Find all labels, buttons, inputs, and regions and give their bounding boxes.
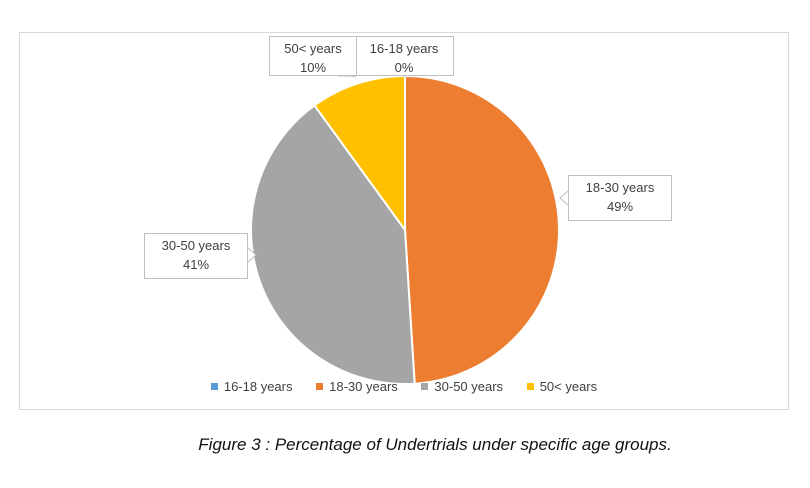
pie-slice-18-30 <box>404 74 560 385</box>
data-label-18-30: 18-30 years 49% <box>568 175 672 221</box>
data-label-50-plus-value: 10% <box>299 60 327 75</box>
chart-area: 16-18 years 0% 50< years 10% 18-30 years… <box>19 32 789 410</box>
data-label-30-50-value: 41% <box>182 257 210 272</box>
leader-16-18 <box>404 75 406 77</box>
legend-label-16-18: 16-18 years <box>223 379 293 394</box>
legend-label-18-30: 18-30 years <box>329 379 398 394</box>
figure-caption: Figure 3 : Percentage of Undertrials und… <box>198 435 672 454</box>
chart-legend: 16-18 years 18-30 years 30-50 years 50< … <box>20 379 788 394</box>
data-label-18-30-category: 18-30 years <box>585 180 655 195</box>
leader-30-50 <box>247 247 257 263</box>
legend-item-30-50: 30-50 years <box>421 379 503 394</box>
data-label-50-plus: 50< years 10% <box>269 36 357 76</box>
legend-swatch-50-plus <box>526 383 534 391</box>
data-label-16-18-value: 0% <box>394 60 414 75</box>
legend-swatch-16-18 <box>210 383 218 391</box>
data-label-18-30-value: 49% <box>606 199 634 214</box>
legend-item-16-18: 16-18 years <box>210 379 293 394</box>
legend-label-50-plus: 50< years <box>539 379 598 394</box>
legend-swatch-18-30 <box>316 383 324 391</box>
data-label-16-18: 16-18 years 0% <box>354 36 454 76</box>
leader-50-plus <box>338 75 357 78</box>
data-label-50-plus-category: 50< years <box>284 41 342 56</box>
pie-chart <box>247 74 569 385</box>
pie-slice-30-50 <box>250 104 416 385</box>
legend-label-30-50: 30-50 years <box>434 379 504 394</box>
data-label-30-50: 30-50 years 41% <box>144 233 248 279</box>
legend-swatch-30-50 <box>421 383 429 391</box>
data-label-16-18-category: 16-18 years <box>369 41 439 56</box>
legend-item-18-30: 18-30 years <box>316 379 398 394</box>
legend-item-50-plus: 50< years <box>526 379 598 394</box>
data-label-30-50-category: 30-50 years <box>161 238 231 253</box>
leader-18-30 <box>559 190 569 206</box>
pie-slice-50-plus <box>313 74 406 234</box>
